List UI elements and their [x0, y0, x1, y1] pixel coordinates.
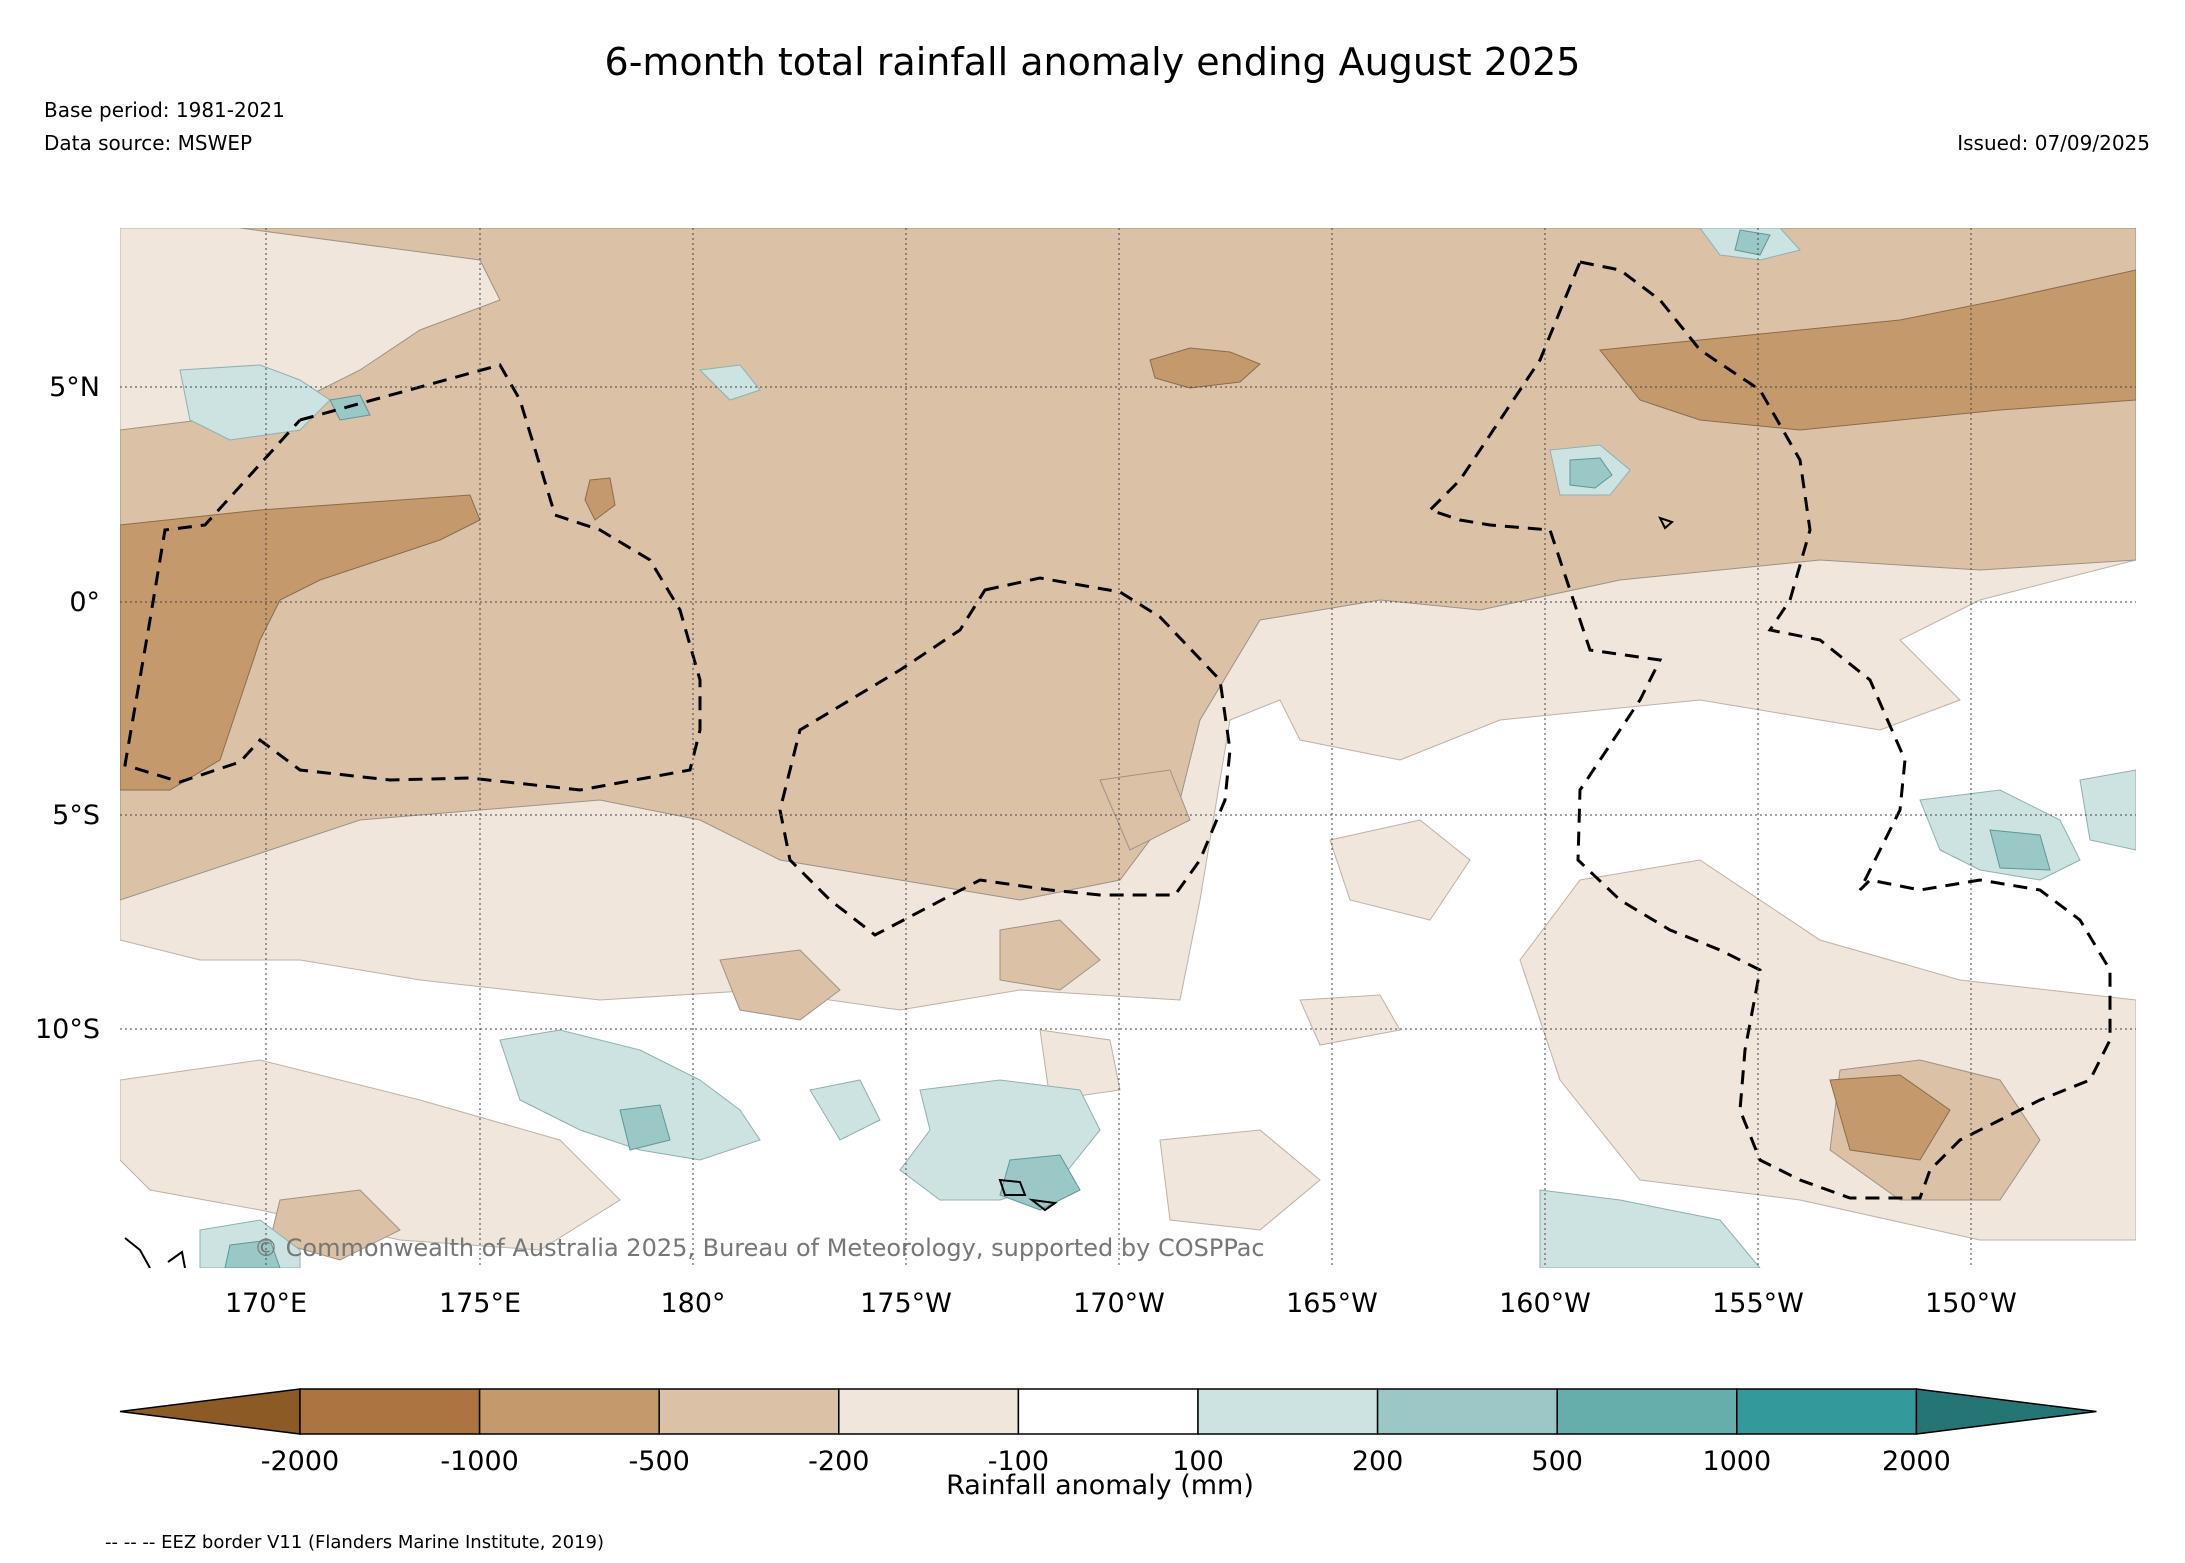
anomaly-band-minus1000	[120, 269, 2136, 1161]
copyright-text: © Commonwealth of Australia 2025, Bureau…	[254, 1234, 1265, 1262]
anomaly-band-plus200	[224, 229, 2051, 1268]
colorbar-segment	[658, 1388, 840, 1435]
colorbar-extend-low	[119, 1388, 301, 1435]
base-period: Base period: 1981-2021	[44, 98, 285, 122]
lon-label: 170°W	[1073, 1288, 1165, 1319]
lat-label: 10°S	[35, 1014, 100, 1045]
colorbar-tick-label: -2000	[261, 1446, 339, 1477]
lat-label: 5°N	[49, 372, 100, 403]
colorbar-segment	[838, 1388, 1020, 1435]
longitude-labels: 170°E 175°E 180° 175°W 170°W 165°W 160°W…	[225, 1288, 2017, 1319]
lon-label: 160°W	[1499, 1288, 1591, 1319]
islands	[124, 516, 1674, 1268]
colorbar-tick-label: -100	[988, 1446, 1049, 1477]
colorbar-tick-label: -1000	[440, 1446, 518, 1477]
colorbar-segment	[1736, 1388, 1918, 1435]
colorbar-segment	[478, 1388, 660, 1435]
lon-label: 150°W	[1925, 1288, 2017, 1319]
map-area: © Commonwealth of Australia 2025, Bureau…	[120, 228, 2136, 1268]
colorbar-tick-label: 200	[1352, 1446, 1404, 1477]
colorbar-tick-label: -500	[629, 1446, 690, 1477]
anomaly-band-plus100	[179, 228, 2136, 1268]
colorbar-tick-label: 500	[1531, 1446, 1583, 1477]
lon-label: 175°E	[439, 1288, 521, 1319]
colorbar-segment	[1197, 1388, 1379, 1435]
issued-date: Issued: 07/09/2025	[1957, 131, 2150, 155]
colorbar-segment	[299, 1388, 481, 1435]
lon-label: 170°E	[225, 1288, 307, 1319]
colorbar	[119, 1388, 2097, 1435]
eez-footnote: -- -- -- EEZ border V11 (Flanders Marine…	[105, 1532, 605, 1553]
colorbar-title: Rainfall anomaly (mm)	[946, 1470, 1254, 1501]
lon-label: 165°W	[1286, 1288, 1378, 1319]
lat-label: 0°	[69, 587, 100, 618]
colorbar-tick-label: 100	[1172, 1446, 1224, 1477]
lon-label: 155°W	[1712, 1288, 1804, 1319]
colorbar-tick-label: 2000	[1882, 1446, 1951, 1477]
data-source: Data source: MSWEP	[44, 131, 253, 155]
lon-label: 175°W	[860, 1288, 952, 1319]
graticule	[120, 228, 2136, 1268]
eez-borders	[123, 260, 2112, 1200]
lon-label: 180°	[660, 1288, 725, 1319]
colorbar-segment	[1376, 1388, 1558, 1435]
latitude-labels: 5°N 0° 5°S 10°S	[35, 372, 100, 1045]
lat-label: 5°S	[52, 800, 100, 831]
colorbar-extend-high	[1915, 1388, 2097, 1435]
colorbar-ticks: -2000 -1000 -500 -200 -100 100 200 500 1000 2000	[261, 1446, 1951, 1477]
colorbar-tick-label: 1000	[1702, 1446, 1771, 1477]
colorbar-tick-label: -200	[808, 1446, 869, 1477]
map-title: 6-month total rainfall anomaly ending Au…	[604, 40, 1581, 84]
colorbar-segment	[1017, 1388, 1199, 1435]
colorbar-segment	[1556, 1388, 1738, 1435]
